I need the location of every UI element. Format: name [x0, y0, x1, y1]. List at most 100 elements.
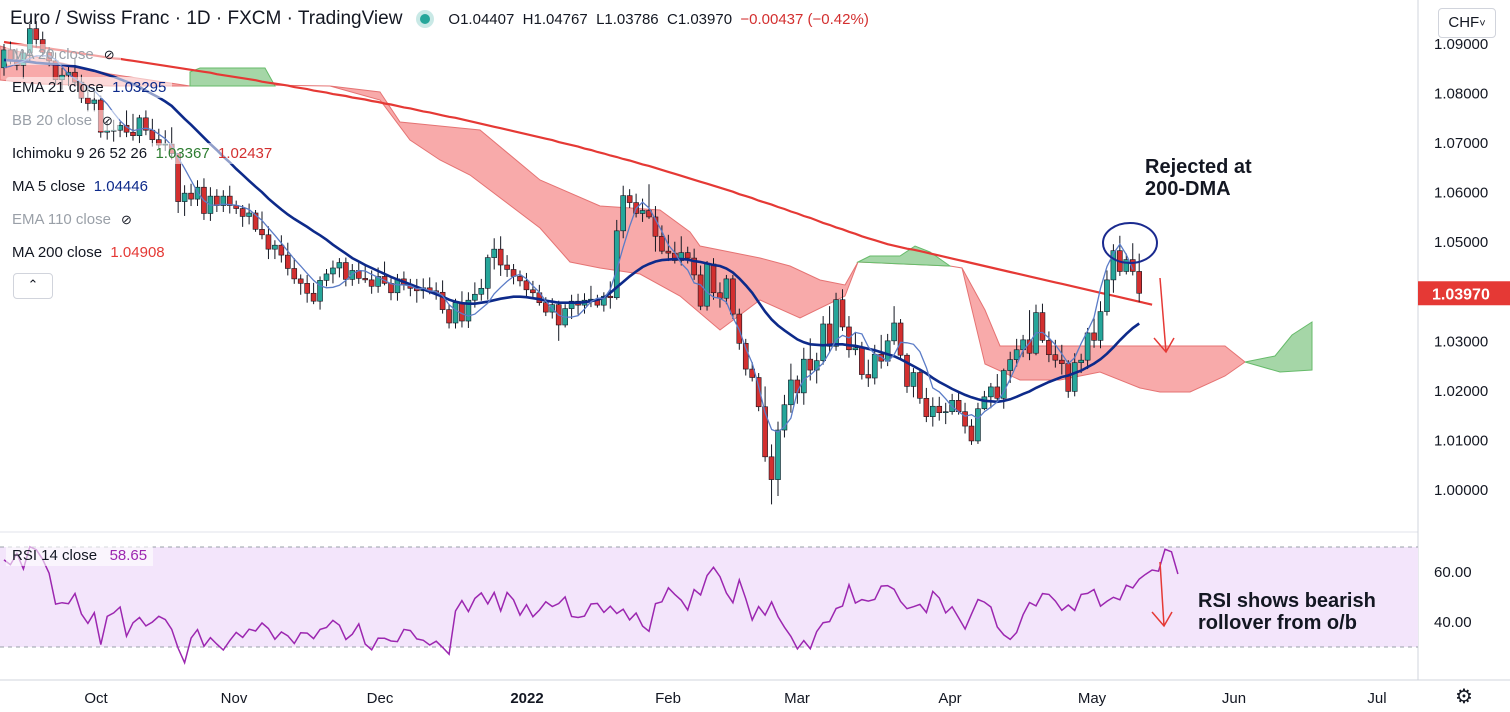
hidden-eye-icon[interactable]: ⊘ [120, 212, 132, 227]
last-price-tag [1418, 281, 1510, 306]
candle-body [807, 358, 814, 371]
candle-body [697, 274, 704, 307]
candle-body [691, 257, 697, 276]
time-tick-label: Dec [367, 690, 394, 707]
rsi-down-arrow-head [1151, 611, 1173, 628]
candle-body [871, 353, 878, 379]
candle-body [652, 216, 659, 237]
annotation-rejected-line1: Rejected at [1145, 156, 1252, 178]
ichimoku-bull-cloud [1244, 321, 1313, 373]
candle-body [1084, 332, 1091, 361]
candle-body [181, 192, 188, 202]
legend-ma20-label: MA 20 close [12, 46, 94, 63]
candle-body [1039, 312, 1046, 341]
candle-body [1065, 363, 1072, 392]
candle-body [220, 195, 227, 206]
candle-body [1007, 359, 1014, 371]
candle-body [504, 264, 510, 270]
candle-body [465, 299, 472, 322]
candle-body [859, 347, 865, 375]
time-tick-label: Nov [221, 690, 248, 707]
candle-body [1091, 332, 1097, 341]
candle-body [497, 248, 504, 266]
chevron-up-icon: ⌃ [27, 277, 39, 292]
candle-body [742, 343, 749, 370]
candle-body [330, 267, 336, 275]
rsi-band [0, 547, 1418, 647]
candle-body [452, 302, 459, 324]
rsi-legend[interactable]: RSI 14 close 58.65 [6, 545, 154, 566]
price-tick-label: 1.01000 [1434, 432, 1488, 449]
candle-body [833, 299, 839, 347]
price-tick-label: 1.03000 [1434, 333, 1488, 350]
candle-body [439, 291, 446, 310]
candle-body [297, 278, 304, 284]
legend-ema21-label: EMA 21 close [12, 79, 104, 96]
candle-body [878, 353, 885, 362]
candle-body [768, 456, 775, 480]
legend-ema21[interactable]: EMA 21 close 1.03295 [6, 77, 173, 98]
last-price-label: 1.03970 [1432, 286, 1490, 303]
candle-body [1136, 271, 1142, 294]
rsi-line [3, 545, 1179, 665]
annotation-rejected-line2: 200-DMA [1145, 178, 1231, 200]
ohlc-readout: O1.04407 H1.04767 L1.03786 C1.03970 −0.0… [448, 11, 868, 28]
candle-body [310, 292, 317, 302]
currency-button[interactable]: CHF˅ [1438, 8, 1496, 38]
ema21-line [3, 58, 1140, 404]
ma5-line [3, 55, 1134, 433]
candle-body [323, 273, 330, 281]
candle-body [775, 429, 781, 480]
candle-body [284, 254, 291, 269]
candle-body [865, 374, 872, 379]
candle-body [981, 396, 988, 410]
candle-body [1123, 259, 1130, 272]
legend-ma5[interactable]: MA 5 close 1.04446 [6, 176, 154, 197]
candle-body [988, 386, 994, 398]
time-tick-label: Apr [938, 690, 961, 707]
candle-body [33, 28, 40, 40]
price-tick-label: 1.06000 [1434, 185, 1488, 202]
candle-body [388, 283, 394, 294]
legend-ma200[interactable]: MA 200 close 1.04908 [6, 242, 171, 263]
candle-body [665, 250, 672, 254]
candle-body [962, 411, 968, 427]
rsi-value: 58.65 [109, 547, 148, 564]
candle-body [291, 268, 298, 280]
candle-body [613, 230, 620, 299]
hidden-eye-icon[interactable]: ⊘ [103, 47, 115, 62]
legend-bb20[interactable]: BB 20 close ⊘ [6, 110, 119, 131]
candle-body [1046, 340, 1052, 356]
price-tick-label: 1.02000 [1434, 383, 1488, 400]
annotation-rsi-line1: RSI shows bearish [1198, 590, 1376, 612]
candle-body [226, 195, 233, 206]
candle-body [813, 360, 820, 371]
legend-ema110-label: EMA 110 close [12, 211, 111, 228]
candle-body [646, 210, 652, 218]
candle-body [478, 288, 485, 295]
time-tick-label: 2022 [510, 690, 543, 707]
collapse-legend-button[interactable]: ⌃ [13, 273, 53, 299]
legend-ema110[interactable]: EMA 110 close ⊘ [6, 209, 138, 230]
candle-body [781, 404, 788, 431]
candle-body [968, 425, 975, 442]
time-tick-label: Feb [655, 690, 681, 707]
legend-ma20[interactable]: MA 20 close ⊘ [6, 44, 121, 65]
candle-body [143, 117, 149, 131]
candle-body [459, 302, 465, 322]
gear-icon[interactable]: ⚙ [1455, 686, 1473, 708]
candle-body [278, 244, 285, 256]
chevron-down-icon: ˅ [1479, 18, 1486, 30]
candle-body [897, 322, 904, 356]
candle-body [852, 347, 859, 351]
symbol-title[interactable]: Euro / Swiss Franc · 1D · FXCM · Trading… [10, 8, 403, 29]
candle-body [975, 408, 981, 442]
legend-bb20-label: BB 20 close [12, 112, 93, 129]
candle-body [607, 295, 614, 299]
candle-body [910, 372, 917, 387]
hidden-eye-icon[interactable]: ⊘ [102, 113, 113, 128]
candle-body [936, 405, 943, 413]
legend-ichimoku[interactable]: Ichimoku 9 26 52 26 1.03367 1.02437 [6, 143, 279, 164]
candle-body [317, 280, 323, 302]
